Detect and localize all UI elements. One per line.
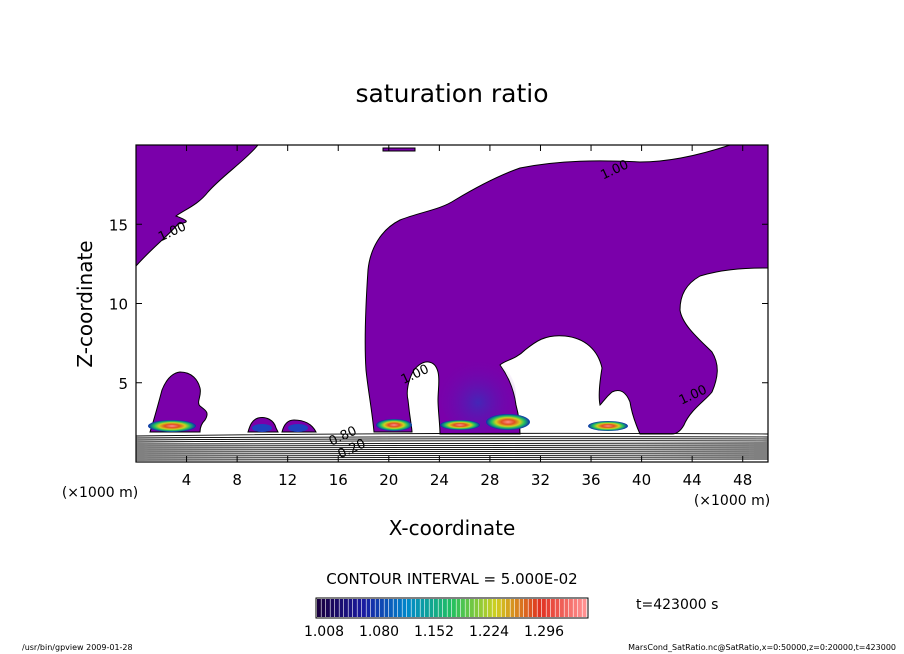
x-tick-label: 8	[232, 471, 242, 489]
x-tick-label: 32	[531, 471, 550, 489]
colorbar-step	[402, 599, 407, 617]
colorbar-step	[461, 599, 465, 617]
colorbar-step	[582, 599, 587, 617]
colorbar-step	[542, 599, 546, 617]
x-tick-label: 12	[278, 471, 297, 489]
colorbar-step	[411, 599, 416, 617]
colorbar-step	[528, 599, 533, 617]
colorbar-step	[483, 599, 488, 617]
colorbar-step	[339, 599, 344, 617]
contour-interval-text: CONTOUR INTERVAL = 5.000E-02	[326, 570, 577, 588]
colorbar-step	[465, 599, 470, 617]
surface-contours	[136, 432, 768, 461]
colorbar-step	[564, 599, 569, 617]
colorbar-step	[560, 599, 564, 617]
plot-area	[136, 145, 768, 462]
x-tick-label: 44	[683, 471, 702, 489]
colorbar-step	[447, 599, 452, 617]
colorbar-step	[362, 599, 366, 617]
colorbar: 1.008 1.080 1.152 1.224 1.296	[304, 597, 589, 640]
y-axis-label: Z-coordinate	[73, 240, 97, 367]
colorbar-step	[407, 599, 411, 617]
colorbar-step	[398, 599, 402, 617]
colorbar-step	[573, 599, 578, 617]
colorbar-step	[389, 599, 393, 617]
x-tick-label: 24	[430, 471, 449, 489]
x-tick-label: 4	[182, 471, 192, 489]
y-tick-label: 15	[109, 216, 128, 234]
colorbar-step	[348, 599, 353, 617]
colorbar-step	[335, 599, 339, 617]
colorbar-step	[537, 599, 542, 617]
x-tick-label: 36	[581, 471, 600, 489]
colorbar-label: 1.008	[304, 624, 344, 640]
colorbar-step	[384, 599, 389, 617]
colorbar-step	[506, 599, 510, 617]
colorbar-step	[452, 599, 456, 617]
colorbar-step	[443, 599, 447, 617]
colorbar-step	[497, 599, 501, 617]
time-label: t=423000 s	[636, 597, 718, 613]
colorbar-step	[578, 599, 582, 617]
colorbar-label: 1.152	[414, 624, 454, 640]
colorbar-label: 1.080	[359, 624, 399, 640]
x-tick-label: 20	[379, 471, 398, 489]
colorbar-step	[416, 599, 420, 617]
colorbar-step	[371, 599, 375, 617]
colorbar-step	[501, 599, 506, 617]
colorbar-step	[434, 599, 438, 617]
colorbar-step	[429, 599, 434, 617]
colorbar-step	[330, 599, 335, 617]
colorbar-step	[474, 599, 479, 617]
colorbar-step	[321, 599, 326, 617]
colorbar-step	[524, 599, 528, 617]
colorbar-step	[515, 599, 519, 617]
y-tick-label: 5	[118, 375, 128, 393]
colorbar-step	[380, 599, 384, 617]
footer-left: /usr/bin/gpview 2009-01-28	[22, 643, 133, 652]
colorbar-step	[479, 599, 483, 617]
colorbar-step	[326, 599, 330, 617]
colorbar-label: 1.224	[469, 624, 509, 640]
colorbar-label: 1.296	[524, 624, 564, 640]
x-tick-label: 48	[733, 471, 752, 489]
x-axis-label: X-coordinate	[389, 516, 516, 540]
x-unit-left: (×1000 m)	[62, 485, 138, 501]
colorbar-step	[317, 599, 321, 617]
y-axis: 5 10 15	[109, 216, 768, 393]
colorbar-step	[353, 599, 357, 617]
colorbar-step	[357, 599, 362, 617]
colorbar-step	[551, 599, 555, 617]
colorbar-step	[470, 599, 474, 617]
colorbar-step	[375, 599, 380, 617]
colorbar-step	[344, 599, 348, 617]
chart-title: saturation ratio	[355, 79, 548, 108]
footer-right: MarsCond_SatRatio.nc@SatRatio,x=0:50000,…	[628, 643, 896, 652]
colorbar-step	[546, 599, 551, 617]
colorbar-step	[488, 599, 492, 617]
colorbar-step	[569, 599, 573, 617]
colorbar-step	[555, 599, 560, 617]
colorbar-step	[366, 599, 371, 617]
y-tick-label: 10	[109, 296, 128, 314]
x-tick-label: 16	[329, 471, 348, 489]
colorbar-step	[533, 599, 537, 617]
x-unit-right: (×1000 m)	[694, 493, 770, 509]
colorbar-step	[510, 599, 515, 617]
colorbar-step	[420, 599, 425, 617]
x-tick-label: 28	[480, 471, 499, 489]
colorbar-step	[425, 599, 429, 617]
colorbar-step	[456, 599, 461, 617]
colorbar-step	[438, 599, 443, 617]
x-tick-label: 40	[632, 471, 651, 489]
colorbar-step	[519, 599, 524, 617]
x-axis: 4 8 12 16 20 24 28 32 36 40 44 48	[182, 145, 752, 489]
colorbar-step	[393, 599, 398, 617]
colorbar-step	[492, 599, 497, 617]
